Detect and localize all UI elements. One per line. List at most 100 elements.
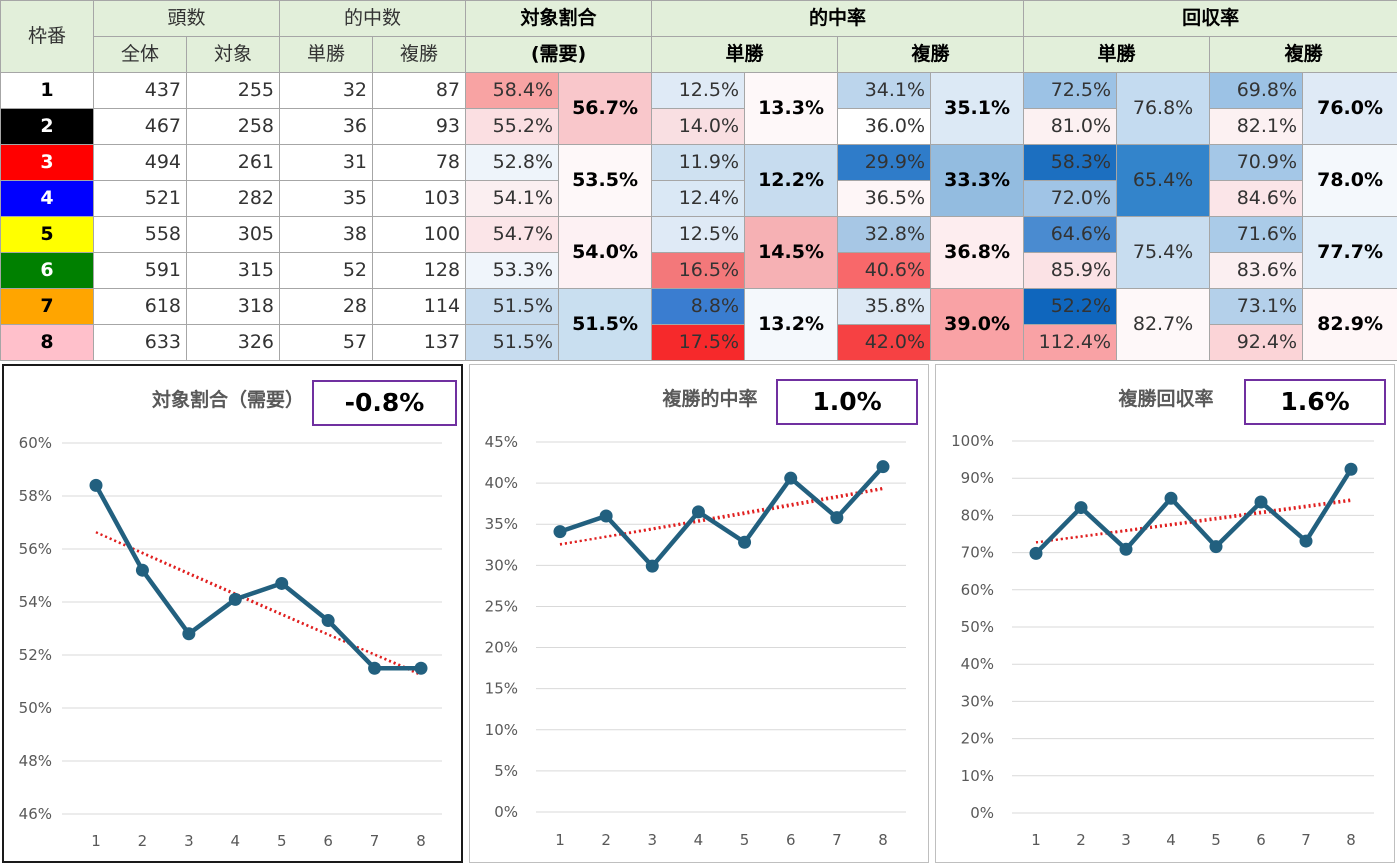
header-frame: 枠番 (0, 0, 94, 73)
table-row: 3 494 261 31 78 52.8% 53.5% 11.9% 12.2% … (0, 144, 1397, 217)
y-tick-label: 40% (485, 474, 518, 492)
data-point (784, 471, 798, 485)
place-recovery-value: 73.1% (1209, 288, 1304, 325)
total-count: 521 (93, 180, 187, 217)
table-row: 1 437 255 32 87 58.4% 56.7% 12.5% 13.3% … (0, 72, 1397, 145)
ratio-pair-value: 54.0% (558, 216, 653, 289)
data-point (1074, 501, 1088, 515)
data-point (414, 661, 428, 675)
y-tick-label: 5% (494, 762, 518, 780)
ratio-pair-value: 51.5% (558, 288, 653, 361)
win-rate-value: 11.9% (651, 144, 746, 181)
y-tick-label: 100% (951, 432, 994, 450)
target-count: 282 (185, 180, 281, 217)
frame-number: 5 (0, 216, 94, 253)
y-tick-label: 90% (961, 469, 994, 487)
total-count: 633 (93, 324, 187, 361)
header-place-rate: 複勝 (837, 36, 1025, 73)
data-point (182, 627, 196, 641)
frame-number: 4 (0, 180, 94, 217)
y-tick-label: 46% (19, 805, 52, 823)
header-recovery: 回収率 (1023, 0, 1397, 37)
win-recovery-value: 64.6% (1023, 216, 1118, 253)
place-rate-value: 35.8% (837, 288, 932, 325)
ratio-pair-value: 56.7% (558, 72, 653, 145)
y-tick-label: 30% (961, 692, 994, 710)
place-hits: 87 (372, 72, 467, 109)
x-tick-label: 4 (694, 831, 704, 849)
target-count: 315 (185, 252, 281, 289)
frame-number: 1 (0, 72, 94, 109)
place-hitrate-chart-svg: 複勝的中率 0% 5% 10% 15% 20% 25% 30% 35% 40% 45% 1 2 3 4 5 6… (485, 387, 906, 849)
data-point (1209, 540, 1223, 554)
header-ratio-demand: (需要) (465, 36, 653, 73)
place-recovery-value: 69.8% (1209, 72, 1304, 109)
win-recovery-pair-value: 82.7% (1116, 288, 1211, 361)
win-hits: 52 (279, 252, 374, 289)
total-count: 494 (93, 144, 187, 181)
win-rate-value: 8.8% (651, 288, 746, 325)
place-recovery-pair-value: 78.0% (1302, 144, 1397, 217)
y-tick-label: 52% (19, 646, 52, 664)
y-tick-label: 0% (970, 804, 994, 822)
x-tick-label: 2 (138, 832, 148, 850)
target-count: 318 (185, 288, 281, 325)
place-recovery-chart: 複勝回収率 0% 10% 20% 30% 40% 50% 60% 70% 80% 90% 100% 1… (935, 364, 1395, 863)
target-count: 326 (185, 324, 281, 361)
y-tick-label: 80% (961, 506, 994, 524)
x-tick-label: 4 (231, 832, 241, 850)
win-hits: 36 (279, 108, 374, 145)
y-tick-label: 25% (485, 597, 518, 615)
data-point (135, 563, 149, 577)
series-line (1034, 468, 1353, 555)
win-rate-value: 12.4% (651, 180, 746, 217)
win-hits: 57 (279, 324, 374, 361)
win-rate-pair-value: 14.5% (744, 216, 839, 289)
ratio-value: 51.5% (465, 288, 560, 325)
header-total: 全体 (93, 36, 187, 73)
y-tick-label: 54% (19, 593, 52, 611)
x-tick-label: 3 (184, 832, 194, 850)
place-hits: 114 (372, 288, 467, 325)
win-rate-value: 12.5% (651, 72, 746, 109)
target-count: 258 (185, 108, 281, 145)
x-tick-label: 6 (786, 831, 796, 849)
y-tick-label: 60% (961, 581, 994, 599)
y-tick-label: 10% (961, 767, 994, 785)
y-tick-label: 30% (485, 556, 518, 574)
place-rate-value: 36.5% (837, 180, 932, 217)
win-rate-pair-value: 12.2% (744, 144, 839, 217)
slope-box: 1.6% (1244, 379, 1386, 425)
target-count: 261 (185, 144, 281, 181)
win-rate-value: 14.0% (651, 108, 746, 145)
place-recovery-value: 83.6% (1209, 252, 1304, 289)
place-rate-value: 34.1% (837, 72, 932, 109)
x-tick-label: 4 (1166, 831, 1176, 849)
x-tick-label: 8 (416, 832, 426, 850)
header-hitrate: 的中率 (651, 0, 1025, 37)
x-tick-label: 2 (601, 831, 611, 849)
place-recovery-pair-value: 82.9% (1302, 288, 1397, 361)
data-point (830, 511, 844, 525)
y-tick-label: 20% (485, 639, 518, 657)
win-rate-value: 16.5% (651, 252, 746, 289)
place-hits: 100 (372, 216, 467, 253)
win-recovery-value: 85.9% (1023, 252, 1118, 289)
data-point (645, 559, 659, 573)
frame-number: 7 (0, 288, 94, 325)
x-tick-label: 6 (1256, 831, 1266, 849)
win-recovery-value: 52.2% (1023, 288, 1118, 325)
series-line (559, 465, 885, 569)
x-tick-label: 3 (1121, 831, 1131, 849)
data-point (275, 576, 289, 590)
total-count: 591 (93, 252, 187, 289)
y-tick-label: 35% (485, 515, 518, 533)
place-rate-pair-value: 33.3% (930, 144, 1025, 217)
place-rate-value: 29.9% (837, 144, 932, 181)
y-tick-label: 15% (485, 680, 518, 698)
place-rate-pair-value: 35.1% (930, 72, 1025, 145)
y-tick-label: 48% (19, 752, 52, 770)
y-tick-label: 58% (19, 487, 52, 505)
y-tick-label: 56% (19, 540, 52, 558)
place-hits: 93 (372, 108, 467, 145)
